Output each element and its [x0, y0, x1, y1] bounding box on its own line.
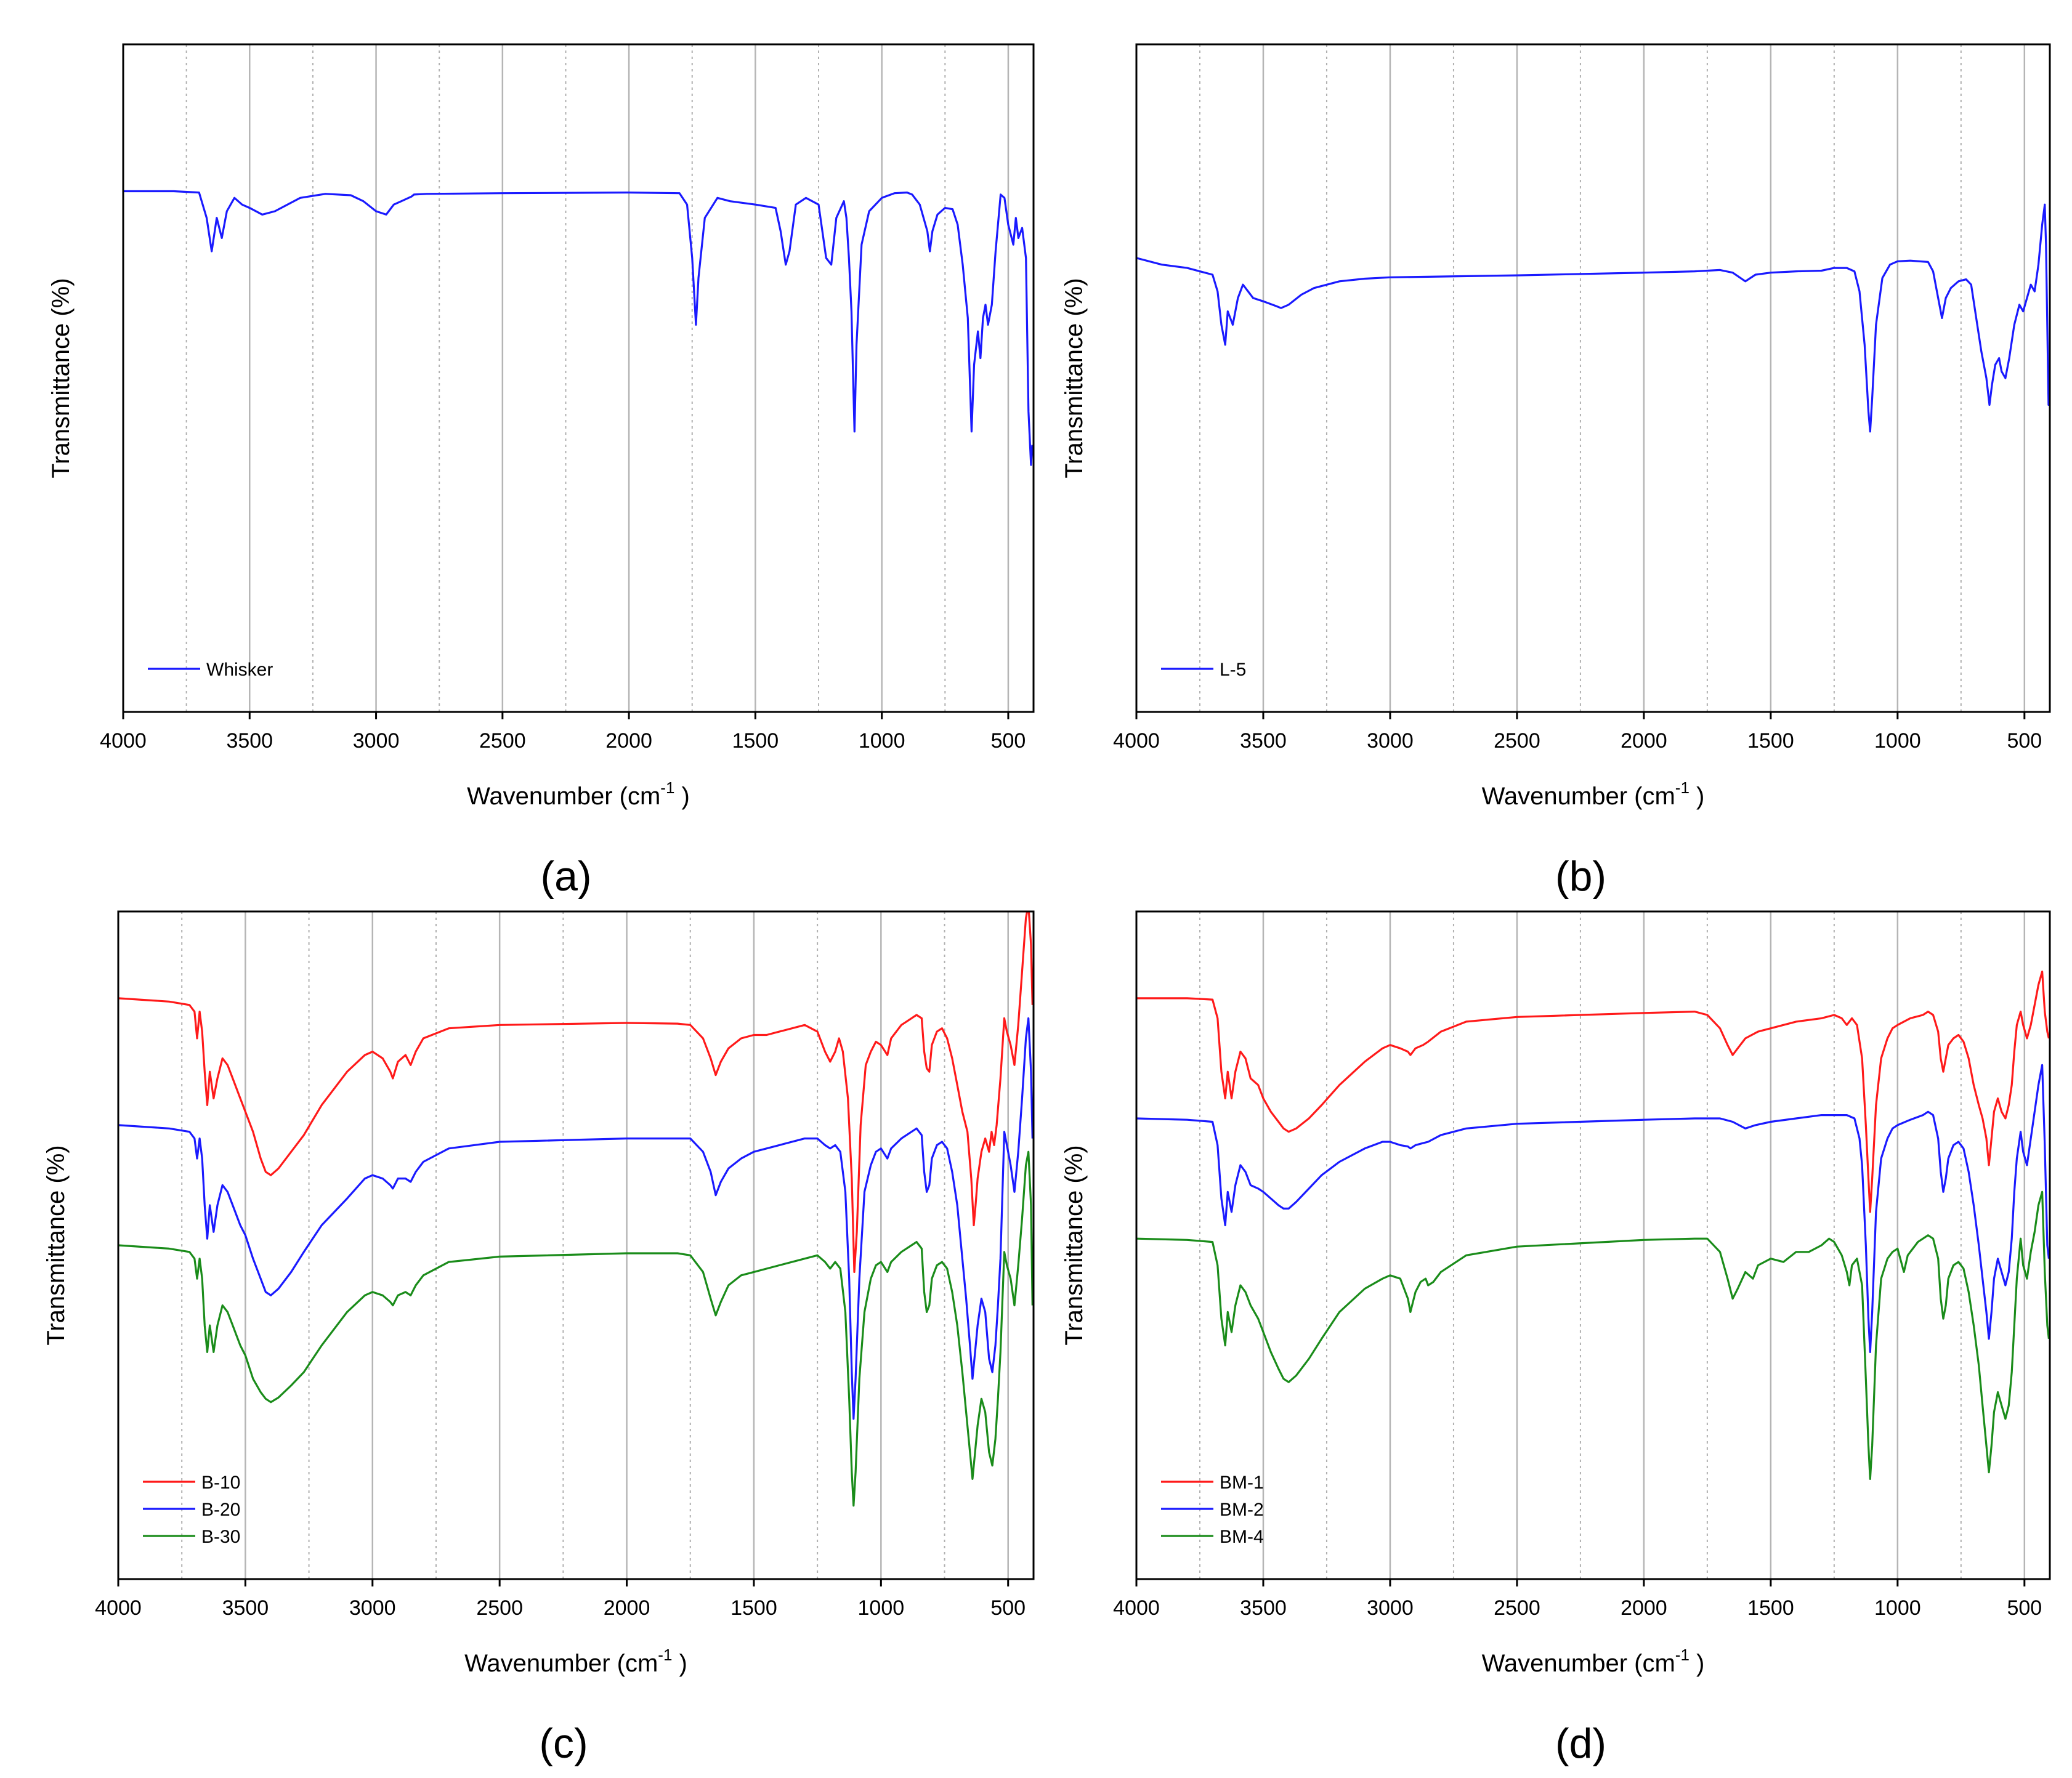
x-tick-label: 3000: [1367, 1596, 1414, 1620]
legend-label: B-20: [201, 1500, 240, 1520]
legend-label: B-10: [201, 1473, 240, 1493]
x-tick-label: 4000: [95, 1596, 142, 1620]
x-tick-label: 4000: [1113, 729, 1160, 753]
panel-label: (c): [539, 1720, 588, 1767]
legend-label: BM-2: [1220, 1500, 1264, 1520]
x-tick-label: 3000: [353, 729, 400, 753]
x-tick-label: 2500: [476, 1596, 523, 1620]
chart-c: 4000 3500 3000 2500 2000 1500 1000 500 Wavenumbe…: [42, 910, 1035, 1767]
series-line-b-10: [118, 911, 1034, 1273]
plot-frame: [122, 43, 1035, 713]
x-tick-label: 3500: [1240, 1596, 1287, 1620]
legend-label: B-30: [201, 1527, 240, 1547]
chart-a: 4000 3500 3000 2500 2000 1500 1000 500 Wavenumbe…: [47, 43, 1035, 900]
x-tick-label: 1500: [730, 1596, 777, 1620]
series-line-l-5: [1136, 203, 2050, 433]
series-line-bm-1: [1136, 971, 2050, 1213]
x-tick-label: 1000: [858, 1596, 905, 1620]
legend-label: L-5: [1220, 660, 1246, 680]
x-tick-label: 4000: [1113, 1596, 1160, 1620]
x-tick-label: 1000: [1874, 729, 1921, 753]
x-tick-label: 500: [991, 729, 1026, 753]
x-tick-label: 4000: [100, 729, 147, 753]
panel-label: (d): [1555, 1720, 1606, 1767]
x-axis-title: Wavenumber (cm-1 ): [1482, 778, 1705, 810]
x-tick-label: 2500: [479, 729, 526, 753]
series-line-bm-2: [1136, 1064, 2050, 1353]
x-axis-title: Wavenumber (cm-1 ): [1482, 1646, 1705, 1677]
x-axis-title: Wavenumber (cm-1 ): [467, 778, 690, 810]
x-tick-label: 1500: [1747, 1596, 1794, 1620]
chart-b: 4000 3500 3000 2500 2000 1500 1000 500 Wavenumbe…: [1061, 43, 2051, 900]
plot-frame: [1135, 910, 2051, 1580]
series-line-bm-4: [1136, 1190, 2050, 1480]
y-axis-title: Transmittance (%): [42, 1145, 70, 1345]
x-tick-label: 2500: [1494, 729, 1540, 753]
chart-d: 4000 3500 3000 2500 2000 1500 1000 500 Wavenumbe…: [1061, 910, 2051, 1767]
x-tick-label: 2500: [1494, 1596, 1540, 1620]
panel-label: (a): [540, 853, 591, 900]
x-tick-label: 1000: [1874, 1596, 1921, 1620]
panel-label: (b): [1555, 853, 1606, 900]
y-axis-title: Transmittance (%): [1061, 278, 1088, 478]
x-tick-label: 1000: [859, 729, 905, 753]
legend-label: BM-1: [1220, 1473, 1264, 1493]
x-tick-label: 1500: [1747, 729, 1794, 753]
legend-label: Whisker: [206, 660, 273, 680]
x-tick-label: 3500: [1240, 729, 1287, 753]
x-tick-label: 2000: [605, 729, 652, 753]
plot-frame: [117, 910, 1035, 1580]
x-tick-label: 3000: [349, 1596, 396, 1620]
x-tick-label: 3500: [226, 729, 273, 753]
x-tick-label: 500: [2007, 729, 2042, 753]
x-tick-label: 1500: [732, 729, 779, 753]
x-tick-label: 500: [990, 1596, 1026, 1620]
x-tick-label: 3500: [222, 1596, 269, 1620]
x-tick-label: 2000: [1621, 729, 1667, 753]
legend-label: BM-4: [1220, 1527, 1264, 1547]
x-tick-label: 3000: [1367, 729, 1414, 753]
plot-frame: [1135, 43, 2051, 713]
series-line-b-20: [118, 1017, 1034, 1420]
x-tick-label: 2000: [604, 1596, 650, 1620]
x-tick-label: 2000: [1621, 1596, 1667, 1620]
series-line-whisker: [123, 190, 1034, 466]
x-axis-title: Wavenumber (cm-1 ): [464, 1646, 687, 1677]
y-axis-title: Transmittance (%): [1061, 1145, 1088, 1345]
x-tick-label: 500: [2007, 1596, 2042, 1620]
series-line-b-30: [118, 1150, 1034, 1507]
y-axis-title: Transmittance (%): [47, 278, 75, 478]
